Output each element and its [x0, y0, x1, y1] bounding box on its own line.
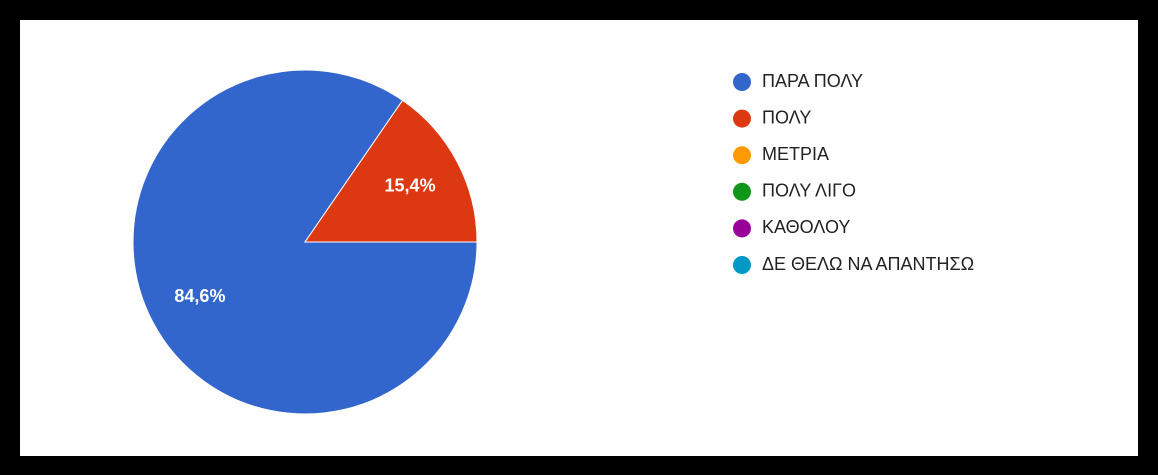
- legend-swatch: [733, 109, 751, 128]
- slice-label: 15,4%: [385, 176, 436, 196]
- legend-swatch: [733, 146, 751, 165]
- legend-swatch: [733, 73, 751, 91]
- legend-swatch: [733, 182, 751, 201]
- legend-swatch: [733, 256, 751, 274]
- slice-label: 84,6%: [174, 286, 225, 306]
- legend-label: ΠΑΡΑ ΠΟΛΥ: [762, 71, 863, 91]
- pie-slice: [304, 99, 478, 243]
- legend-label: ΚΑΘΟΛΟΥ: [762, 217, 850, 237]
- legend-label: ΠΟΛΥ: [762, 107, 811, 127]
- legend-label: ΔΕ ΘΕΛΩ ΝΑ ΑΠΑΝΤΗΣΩ: [762, 254, 974, 274]
- legend-label: ΜΕΤΡΙΑ: [762, 144, 829, 164]
- legend-label: ΠΟΛΥ ΛΙΓΟ: [762, 181, 856, 201]
- legend-swatch: [733, 219, 751, 238]
